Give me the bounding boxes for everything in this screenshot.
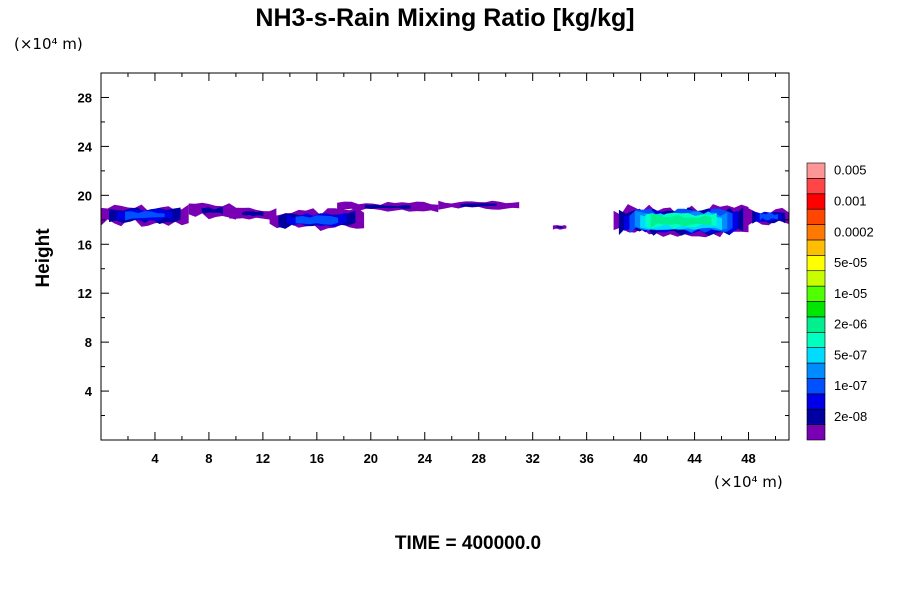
colorbar-label: 0.0002	[834, 224, 874, 239]
x-tick-label: 24	[418, 451, 433, 466]
x-tick-label: 16	[310, 451, 324, 466]
colorbar-label: 5e-07	[834, 347, 867, 362]
x-tick-label: 44	[687, 451, 702, 466]
colorbar-swatch	[806, 178, 826, 195]
x-tick-label: 32	[525, 451, 539, 466]
y-tick-label: 28	[78, 90, 92, 105]
field-region	[242, 211, 264, 217]
x-tick-label: 12	[256, 451, 270, 466]
colorbar-swatch	[806, 362, 826, 379]
colorbar-swatch	[806, 208, 826, 225]
colorbar-swatch	[806, 408, 826, 425]
colorbar-label: 2e-08	[834, 409, 867, 424]
y-tick-label: 20	[78, 188, 92, 203]
x-tick-label: 28	[471, 451, 485, 466]
colorbar-swatch	[806, 239, 826, 256]
colorbar-label: 1e-05	[834, 286, 867, 301]
colorbar-label: 5e-05	[834, 255, 867, 270]
colorbar-swatch	[806, 255, 826, 272]
colorbar-swatch	[806, 162, 826, 179]
plot-content	[101, 200, 789, 238]
colorbar-swatch	[806, 316, 826, 333]
x-tick-label: 36	[579, 451, 593, 466]
colorbar-swatch	[806, 331, 826, 348]
field-region	[460, 203, 497, 208]
x-tick-label: 40	[633, 451, 647, 466]
x-axis: 4 8 12 16 20 24 28 32 36 40 44 48	[127, 73, 777, 466]
field-region	[125, 211, 165, 221]
field-region	[759, 212, 778, 221]
colorbar-swatch	[806, 224, 826, 241]
colorbar-swatch	[806, 347, 826, 364]
y-axis-label: Height	[33, 228, 54, 288]
colorbar-swatch	[806, 270, 826, 287]
field-region	[650, 214, 712, 229]
colorbar-label: 0.005	[834, 163, 867, 178]
chart-title: NH3-s-Rain Mixing Ratio [kg/kg]	[255, 4, 634, 32]
y-axis: 4 8 12 16 20 24 28	[78, 90, 789, 417]
x-axis-unit: (×10⁴ m)	[714, 473, 783, 491]
field-region	[364, 204, 411, 209]
y-tick-label: 12	[78, 286, 92, 301]
plot-frame	[100, 72, 790, 441]
colorbar-swatch	[806, 424, 826, 441]
y-tick-label: 24	[78, 139, 93, 154]
y-tick-label: 4	[85, 384, 93, 399]
time-label: TIME = 400000.0	[395, 533, 541, 554]
colorbar-label: 1e-07	[834, 378, 867, 393]
x-tick-label: 48	[741, 451, 755, 466]
x-tick-label: 8	[205, 451, 212, 466]
colorbar-swatch	[806, 193, 826, 210]
colorbar-label: 0.001	[834, 193, 867, 208]
field-region	[201, 206, 223, 215]
x-tick-label: 20	[364, 451, 378, 466]
colorbar-label: 2e-06	[834, 317, 867, 332]
colorbar-swatch	[806, 301, 826, 318]
y-axis-unit: (×10⁴ m)	[14, 35, 83, 53]
y-tick-label: 16	[78, 237, 92, 252]
colorbar-swatch	[806, 378, 826, 395]
y-tick-label: 8	[85, 335, 92, 350]
field-region	[556, 226, 563, 229]
colorbar-swatch	[806, 393, 826, 410]
x-tick-label: 4	[151, 451, 159, 466]
field-region	[295, 215, 339, 225]
colorbar-swatch	[806, 285, 826, 302]
colorbar: 2e-08 1e-07 5e-07 2e-06 1e-05 5e-05 0.0002 0.00…	[806, 162, 874, 441]
